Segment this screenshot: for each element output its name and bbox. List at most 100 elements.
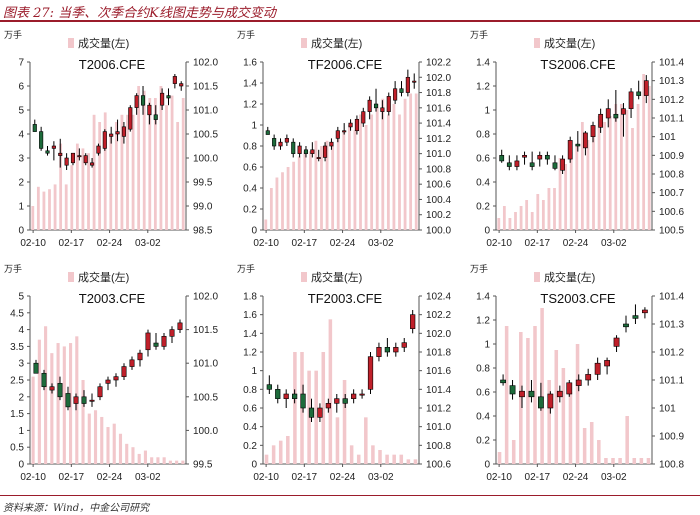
candle-up (566, 382, 573, 395)
candle-up (393, 88, 398, 101)
candle-up (585, 374, 592, 381)
candle-up (284, 138, 289, 143)
volume-bar (103, 112, 107, 230)
y-right-tick-label: 100.8 (659, 170, 684, 181)
y-left-tick-label: 1 (18, 202, 24, 213)
volume-bar (592, 128, 595, 230)
volume-bar (314, 370, 318, 464)
candle-down (45, 150, 50, 154)
y-left-tick-label: 3.5 (10, 342, 24, 353)
y-right-tick-label: 100.0 (193, 154, 218, 165)
volume-bar (519, 332, 523, 464)
unit-label: 万手 (237, 263, 255, 274)
candle-up (113, 376, 119, 381)
candle-down (153, 342, 159, 347)
volume-bar (409, 93, 413, 230)
y-left-tick-label: 4.5 (10, 308, 24, 319)
volume-bar (335, 417, 340, 464)
y-left-tick-label: 0.4 (476, 412, 490, 423)
candle-up (401, 342, 407, 348)
volume-bar (336, 130, 340, 230)
y-right-tick-label: 101.3 (659, 320, 684, 331)
x-tick-label: 03-02 (601, 472, 627, 483)
candle-up (335, 130, 340, 139)
legend-swatch (301, 272, 307, 282)
candle-up (329, 141, 334, 147)
volume-bar (168, 460, 172, 464)
y-left-tick-label: 1.6 (243, 58, 257, 69)
candle-down (265, 130, 270, 135)
candle-up (361, 111, 366, 124)
y-right-tick-label: 99.0 (193, 202, 213, 213)
volume-bar (325, 140, 329, 230)
legend-label: 成交量(左) (78, 270, 129, 284)
volume-bar (614, 104, 618, 230)
candle-down (81, 396, 87, 404)
volume-bar (378, 450, 382, 464)
candle-up (342, 130, 347, 133)
candle-down (32, 124, 37, 132)
volume-bar (533, 326, 537, 464)
candle-down (636, 91, 642, 96)
volume-bar (120, 114, 124, 230)
volume-bar (126, 114, 129, 230)
y-right-tick-label: 101.6 (426, 103, 451, 114)
x-tick-label: 03-02 (368, 472, 394, 483)
volume-bar (92, 114, 96, 230)
candle-down (140, 95, 146, 106)
y-left-tick-label: 0.4 (243, 422, 257, 433)
candle-up (642, 309, 648, 314)
volume-bar (547, 380, 551, 464)
candle-up (147, 104, 152, 116)
candle-down (552, 162, 558, 169)
y-left-tick-label: 1 (484, 106, 490, 117)
volume-bar (69, 343, 73, 464)
y-left-tick-label: 0.2 (476, 436, 490, 447)
candle-up (121, 126, 126, 137)
volume-bar (370, 114, 374, 230)
candle-up (351, 393, 357, 399)
y-left-tick-label: 0.4 (476, 178, 490, 189)
x-tick-label: 02-10 (486, 238, 512, 249)
volume-bar (308, 151, 312, 230)
volume-bar (399, 454, 404, 464)
candle-down (300, 393, 306, 409)
volume-bar (497, 452, 502, 464)
volume-bar (582, 428, 587, 464)
volume-bar (321, 352, 326, 464)
volume-bar (165, 105, 168, 230)
y-left-tick-label: 6 (18, 82, 24, 93)
y-left-tick-label: 4 (18, 325, 24, 336)
candle-up (160, 92, 165, 106)
y-left-tick-label: 0.6 (243, 163, 257, 174)
y-left-tick-label: 1 (251, 121, 257, 132)
volume-bar (347, 125, 351, 230)
candle-up (172, 76, 177, 84)
y-right-tick-label: 101.2 (659, 95, 684, 106)
x-tick-label: 03-02 (368, 238, 394, 249)
y-right-tick-label: 101.8 (426, 88, 451, 99)
candle-down (266, 384, 272, 390)
chart-title: TF2006.CFE (308, 57, 383, 72)
y-right-tick-label: 99.5 (193, 460, 213, 471)
y-right-tick-label: 100.4 (426, 195, 451, 206)
candle-up (70, 152, 76, 164)
candle-up (58, 152, 63, 156)
candle-up (77, 155, 82, 158)
volume-bar (81, 148, 85, 230)
volume-bar (109, 134, 113, 230)
volume-bar (286, 436, 290, 464)
candle-up (514, 160, 520, 167)
y-right-tick-label: 100.2 (426, 210, 451, 221)
legend-label: 成交量(左) (311, 36, 362, 50)
unit-label: 万手 (470, 29, 488, 40)
legend-swatch (301, 38, 307, 48)
y-left-tick-label: 0.4 (243, 184, 257, 195)
volume-bar (547, 188, 551, 230)
candle-up (169, 329, 175, 337)
candle-up (598, 113, 604, 128)
y-left-tick-label: 1 (18, 426, 24, 437)
y-left-tick-label: 0 (18, 226, 24, 237)
volume-bar (331, 146, 335, 230)
